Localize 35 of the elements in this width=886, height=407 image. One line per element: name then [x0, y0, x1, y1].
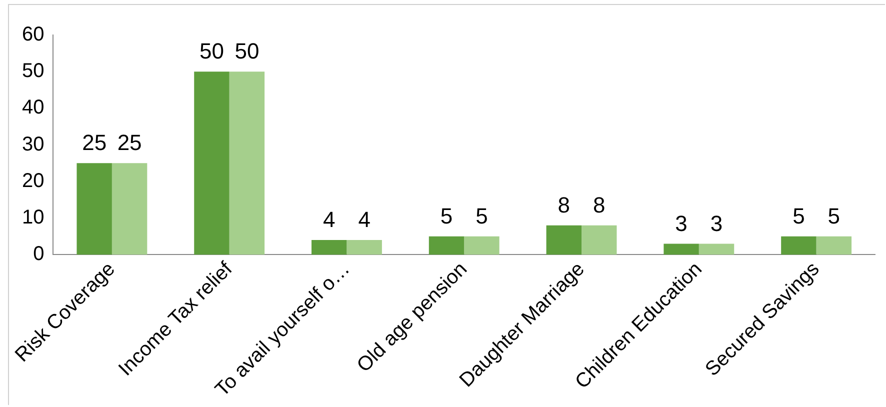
y-tick-label: 10: [22, 206, 44, 229]
data-label: 50: [234, 38, 260, 64]
bar: [194, 72, 230, 255]
data-label: 4: [358, 207, 370, 232]
y-tick-label: 20: [22, 170, 44, 192]
y-tick-label: 60: [22, 24, 44, 46]
data-label: 4: [322, 207, 336, 232]
bar: [464, 236, 500, 255]
bar: [546, 225, 582, 255]
bar: [229, 72, 265, 255]
data-label: 8: [593, 192, 606, 218]
data-label: 5: [440, 203, 453, 228]
data-label: 5: [828, 203, 840, 228]
bar: [312, 240, 347, 255]
bar: [816, 236, 852, 255]
data-label: 5: [476, 203, 488, 228]
bar: [428, 236, 464, 255]
y-tick-label: 30: [22, 133, 44, 156]
data-label: 3: [675, 210, 688, 236]
bar: [781, 236, 816, 255]
bar: [664, 244, 699, 255]
bar: [76, 163, 112, 255]
data-label: 5: [792, 203, 805, 228]
bar: [582, 225, 617, 255]
y-tick-label: 0: [33, 243, 44, 266]
data-label: 3: [710, 210, 723, 236]
data-label: 25: [117, 130, 142, 156]
bar: [698, 244, 734, 255]
data-label: 25: [82, 130, 107, 156]
data-label: 50: [199, 38, 224, 64]
data-label: 8: [558, 192, 570, 218]
y-tick-label: 40: [22, 96, 44, 119]
bar: [112, 163, 148, 255]
y-tick-label: 50: [22, 60, 44, 82]
bar: [346, 240, 382, 255]
